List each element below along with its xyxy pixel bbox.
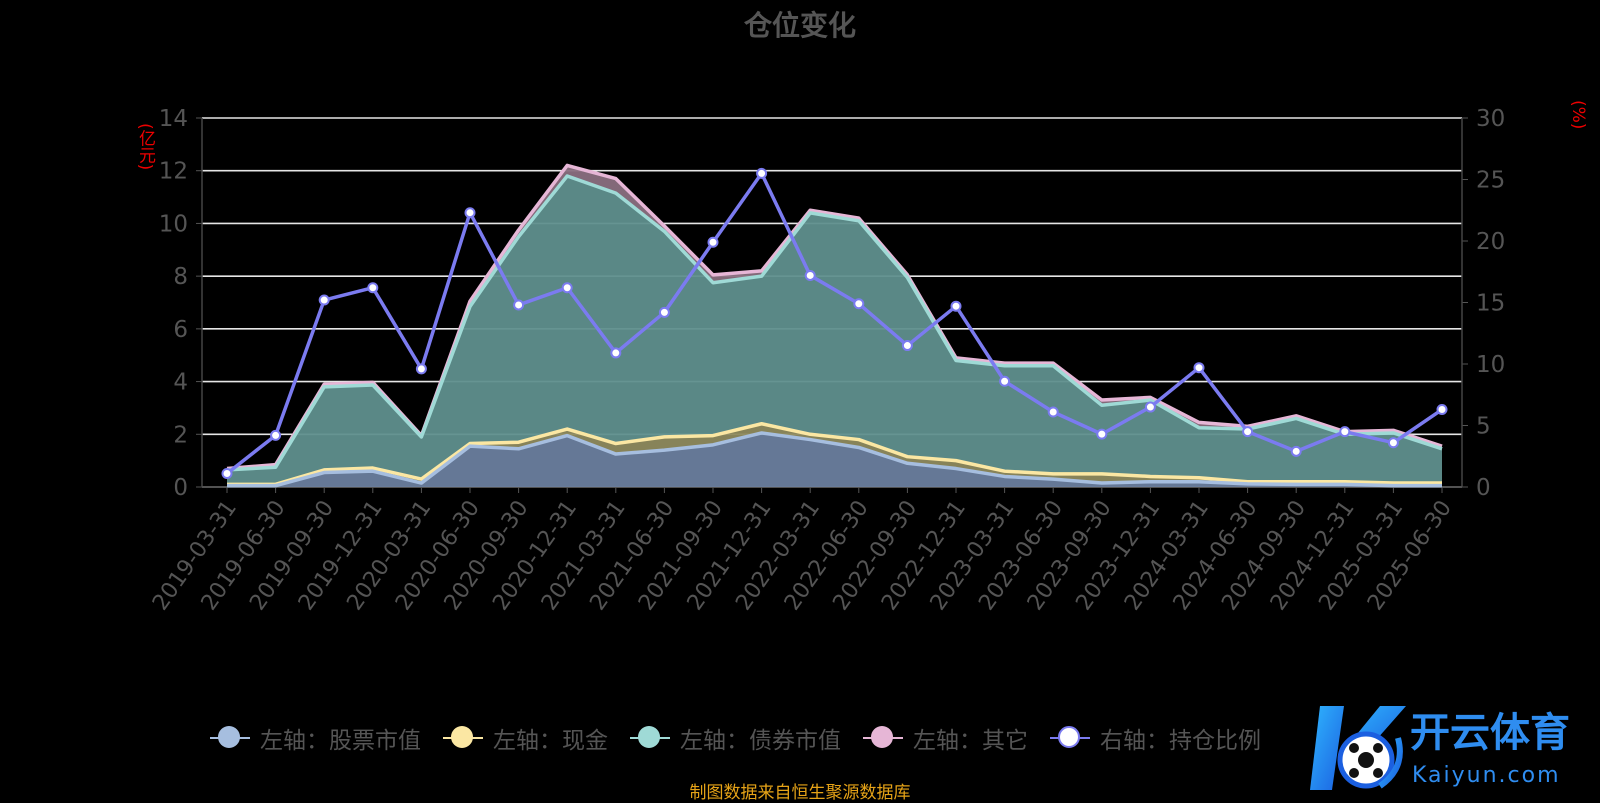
ratio-point	[1339, 426, 1351, 438]
left-axis-tick-label: 8	[173, 264, 188, 290]
right-axis-tick-label: 30	[1476, 106, 1505, 132]
ratio-line	[225, 171, 1443, 475]
legend-label: 左轴：现金	[493, 728, 608, 754]
left-axis-tick-label: 14	[159, 106, 188, 132]
legend-stock-marker-icon	[210, 725, 250, 751]
legend-label: 左轴：债券市值	[680, 728, 841, 754]
right-axis-unit: (%)	[1568, 100, 1588, 130]
right-axis-tick-label: 20	[1476, 229, 1505, 255]
ratio-point	[367, 282, 379, 294]
legend-item-stock[interactable]: 左轴：股票市值	[210, 721, 421, 755]
legend-other-marker-icon	[863, 725, 903, 751]
ratio-point	[901, 340, 913, 352]
left-axis-tick-label: 0	[173, 475, 188, 501]
right-axis-tick-label: 5	[1476, 414, 1491, 440]
data-source-note: 制图数据来自恒生聚源数据库	[689, 783, 911, 803]
ratio-point	[658, 306, 670, 318]
ratio-point	[804, 269, 816, 281]
svg-text:开云体育: 开云体育	[1410, 710, 1570, 756]
chart-legend: 左轴：股票市值 左轴：现金 左轴：债券市值 左轴：其它 右轴：持仓比例	[210, 718, 1283, 758]
legend-label: 右轴：持仓比例	[1100, 728, 1261, 754]
legend-item-ratio[interactable]: 右轴：持仓比例	[1050, 721, 1261, 755]
ratio-point	[1436, 404, 1448, 416]
svg-text:Kaiyun.com: Kaiyun.com	[1412, 763, 1561, 788]
ratio-point	[464, 207, 476, 219]
ratio-point	[1047, 406, 1059, 418]
ratio-point	[1096, 428, 1108, 440]
left-axis-tick-label: 6	[173, 317, 188, 343]
left-axis-tick-label: 10	[159, 211, 188, 237]
bond-area-line	[226, 174, 1443, 472]
left-axis-tick-label: 12	[159, 159, 188, 185]
right-axis-tick-label: 0	[1476, 475, 1491, 501]
ratio-point	[853, 298, 865, 310]
legend-label: 左轴：其它	[913, 728, 1028, 754]
right-axis-tick-label: 15	[1476, 291, 1505, 317]
right-axis-tick-label: 25	[1476, 168, 1505, 194]
ratio-point	[318, 294, 330, 306]
legend-label: 左轴：股票市值	[260, 728, 421, 754]
legend-item-other[interactable]: 左轴：其它	[863, 721, 1028, 755]
ratio-point	[513, 299, 525, 311]
ratio-point	[756, 167, 768, 179]
ratio-point	[1144, 401, 1156, 413]
ratio-point	[561, 282, 573, 294]
ratio-point	[1193, 362, 1205, 374]
ratio-point	[1242, 426, 1254, 438]
watermark-logo: 开云体育 Kaiyun.com	[1310, 706, 1570, 790]
ratio-point	[999, 375, 1011, 387]
legend-ratio-marker-icon	[1050, 725, 1090, 751]
legend-item-bond[interactable]: 左轴：债券市值	[630, 721, 841, 755]
ratio-point	[221, 467, 233, 479]
chart-title: 仓位变化	[743, 9, 856, 42]
stock-area-line	[227, 431, 1442, 488]
legend-bond-marker-icon	[630, 725, 670, 751]
ratio-point	[1290, 445, 1302, 457]
ratio-point	[270, 429, 282, 441]
right-axis-tick-label: 10	[1476, 352, 1505, 378]
ratio-point	[950, 300, 962, 312]
left-axis-tick-label: 2	[173, 422, 188, 448]
ratio-point	[707, 236, 719, 248]
ratio-point	[415, 363, 427, 375]
legend-item-cash[interactable]: 左轴：现金	[443, 721, 608, 755]
bond-area	[227, 175, 1442, 485]
left-axis-unit: (亿元)	[135, 123, 155, 171]
legend-cash-marker-icon	[443, 725, 483, 751]
ratio-point	[1387, 437, 1399, 449]
left-axis-tick-label: 4	[173, 370, 188, 396]
cash-area-line	[227, 421, 1442, 487]
ratio-point	[610, 347, 622, 359]
